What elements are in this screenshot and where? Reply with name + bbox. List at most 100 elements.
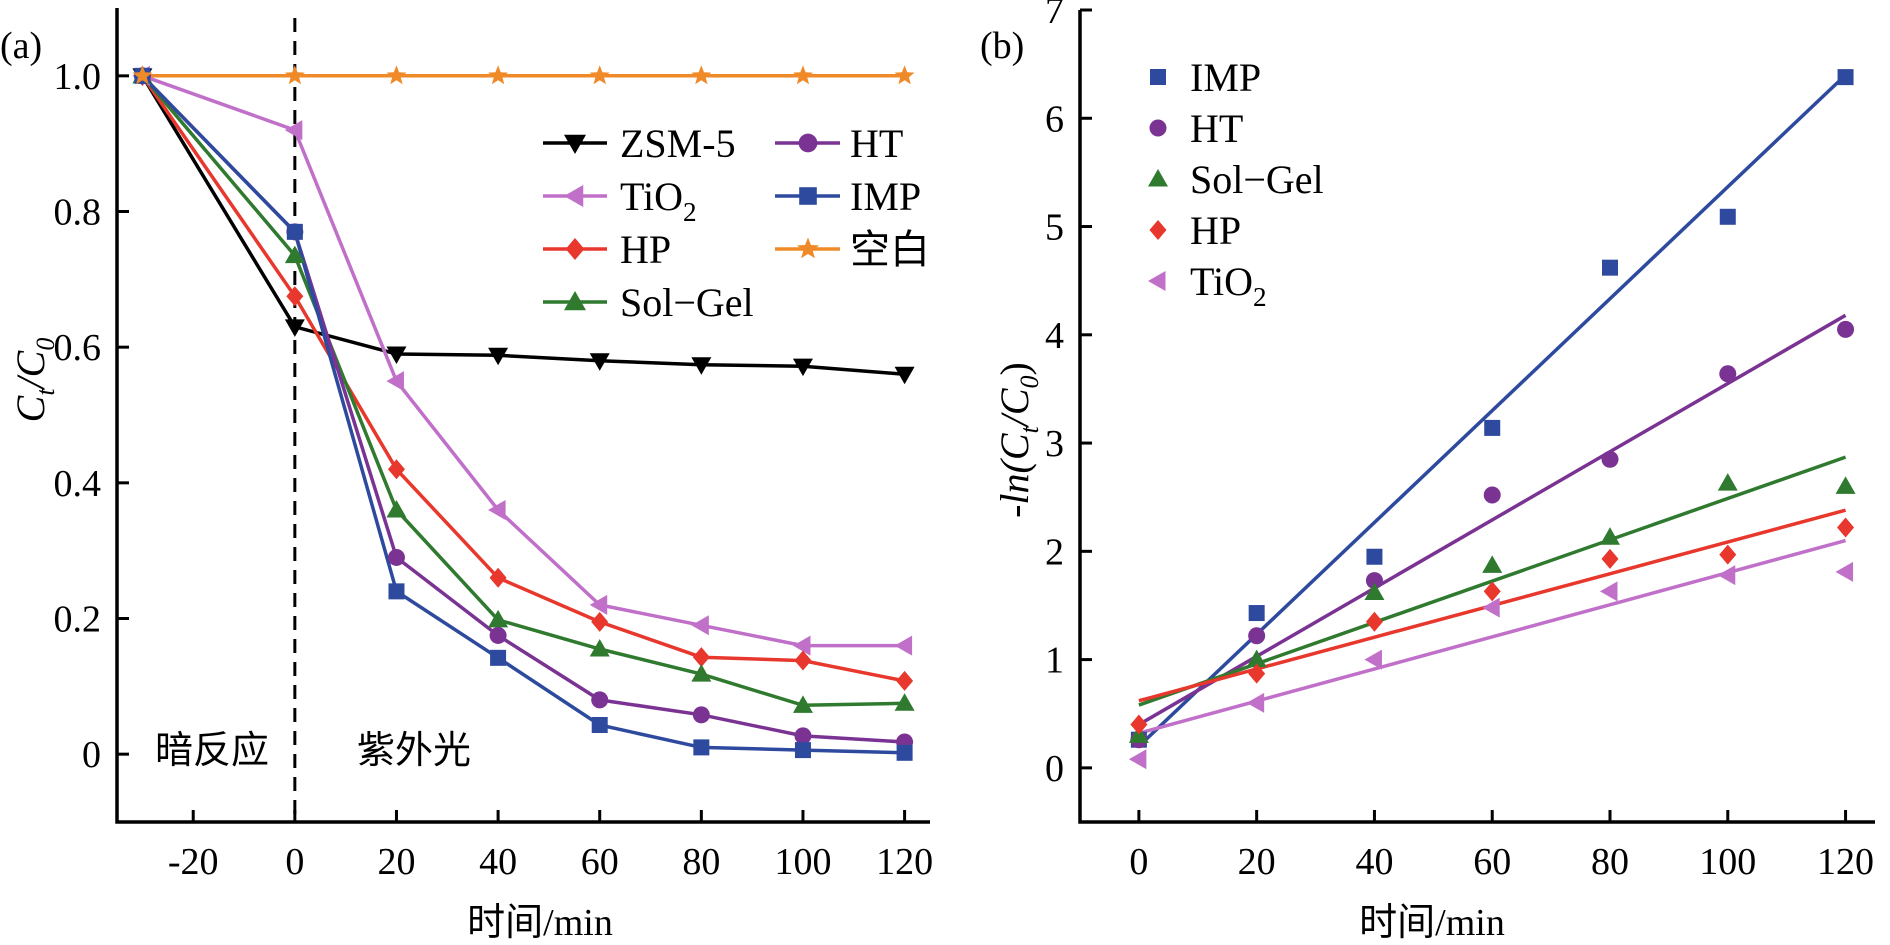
data-point-IMP — [693, 739, 710, 756]
data-point-HP — [794, 650, 812, 671]
b-y-tick-label: 3 — [1045, 423, 1064, 465]
a-x-tick-label: 120 — [876, 841, 933, 883]
data-point-HP — [1130, 714, 1148, 735]
data-point-Sol−Gel — [386, 499, 407, 518]
data-point-HT — [794, 727, 812, 745]
legend-marker-Sol−Gel — [1148, 169, 1168, 187]
data-point-HP — [1365, 611, 1383, 632]
b-y-tick-label: 6 — [1045, 98, 1064, 140]
a-y-tick-label: 0.6 — [54, 327, 102, 369]
legend-marker-IMP — [1150, 69, 1166, 85]
a-x-tick-label: 40 — [479, 841, 517, 883]
legend-marker-TiO — [564, 185, 584, 207]
chart-panel-b: (b) 时间/min -ln(Ct/C0) 0 20 40 60 80 100 120 0 1 2… — [980, 0, 1875, 944]
data-point-Sol−Gel — [894, 693, 915, 711]
data-point-IMP — [1602, 259, 1618, 276]
legend-marker-Sol−Gel — [564, 291, 586, 311]
y-axis-label-b: -ln(Ct/C0) — [992, 362, 1044, 518]
data-point-TiO — [1717, 565, 1736, 586]
legend-label-ZSM-5: ZSM-5 — [620, 121, 736, 166]
data-point-ZSM-5 — [691, 357, 712, 375]
data-point-HT — [591, 691, 609, 709]
panel-label-b: (b) — [980, 25, 1024, 67]
a-x-tick-label: 20 — [377, 841, 415, 883]
data-point-IMP — [490, 649, 507, 666]
data-point-TiO — [894, 635, 913, 656]
fit-line-HT — [1138, 313, 1847, 727]
a-x-tick-label: 80 — [682, 841, 720, 883]
panel-label-a: (a) — [0, 25, 42, 67]
b-y-tick-label: 1 — [1045, 640, 1064, 682]
legend-label-HP: HP — [1190, 208, 1241, 253]
data-point-HP — [387, 459, 405, 480]
b-x-tick-label: 120 — [1817, 841, 1874, 883]
data-point-HT — [1837, 320, 1855, 338]
data-point-TiO — [1246, 692, 1265, 713]
series-line-TiO — [141, 74, 905, 648]
data-point-Sol−Gel — [691, 664, 712, 682]
data-point-HT — [1601, 450, 1619, 468]
series-line-IMP — [141, 74, 905, 755]
data-point-Sol−Gel — [1482, 555, 1503, 573]
data-point-TiO — [1600, 581, 1618, 602]
b-x-tick-label: 100 — [1699, 841, 1756, 883]
b-x-tick-label: 40 — [1355, 841, 1393, 883]
data-point-空白 — [488, 65, 509, 85]
data-point-HP — [489, 567, 507, 588]
x-axis-label-b: 时间/min — [1359, 902, 1505, 944]
legend-label-Sol−Gel: Sol−Gel — [1190, 157, 1324, 202]
a-x-tick-label: 0 — [285, 841, 304, 883]
legend-label-IMP: IMP — [1190, 55, 1261, 100]
b-y-tick-label: 2 — [1045, 531, 1064, 573]
data-point-HP — [692, 647, 710, 668]
data-point-IMP — [1837, 69, 1854, 86]
legend-label-空白: 空白 — [850, 227, 930, 272]
legend-marker-IMP — [799, 187, 817, 205]
data-point-HT — [1483, 486, 1501, 504]
b-y-tick-label: 7 — [1045, 0, 1064, 32]
legend-a: ZSM-5 HT TiO2 IMP HP 空白 Sol−Gel — [543, 121, 930, 325]
data-point-HP — [1483, 581, 1501, 602]
data-point-IMP — [388, 583, 405, 600]
data-point-HP — [1601, 548, 1619, 569]
data-point-IMP — [896, 744, 913, 761]
data-point-空白 — [894, 65, 915, 85]
b-y-tick-label: 4 — [1045, 315, 1064, 357]
data-point-IMP — [794, 742, 811, 759]
a-x-tick-label: -20 — [168, 841, 219, 883]
legend-b: IMP HT Sol−Gel HP TiO2 — [1148, 55, 1324, 312]
data-point-IMP — [1719, 208, 1736, 225]
data-point-Sol−Gel — [1600, 527, 1620, 545]
data-point-ZSM-5 — [792, 358, 813, 377]
series-line-HP — [140, 74, 905, 683]
legend-marker-HT — [798, 133, 818, 153]
data-point-HT — [692, 706, 710, 724]
data-point-HP — [896, 670, 914, 691]
a-y-tick-label: 1.0 — [54, 56, 102, 98]
a-y-tick-label: 0.2 — [54, 599, 102, 641]
legend-marker-HT — [1149, 119, 1167, 137]
data-point-TiO — [1364, 649, 1382, 670]
data-point-空白 — [132, 65, 153, 85]
annotation-dark-reaction: 暗反应 — [155, 730, 269, 772]
b-x-tick-label: 0 — [1129, 841, 1148, 883]
legend-marker-HP — [565, 238, 585, 260]
b-x-tick-label: 80 — [1591, 841, 1629, 883]
data-point-Sol−Gel — [1717, 473, 1738, 491]
annotation-uv-light: 紫外光 — [357, 730, 471, 772]
legend-label-HP: HP — [620, 227, 671, 272]
b-y-tick-label: 0 — [1045, 748, 1064, 790]
data-point-TiO — [691, 615, 709, 636]
data-point-IMP — [286, 223, 303, 240]
data-point-TiO — [1482, 597, 1500, 618]
plot-area-a: -20 0 20 40 60 80 100 120 0 0.2 0.4 0.6 0.8 1.0 — [54, 8, 933, 883]
data-point-TiO — [1835, 561, 1854, 582]
x-axis-label-a: 时间/min — [467, 902, 613, 944]
data-point-ZSM-5 — [284, 319, 305, 337]
b-x-tick-label: 20 — [1238, 841, 1276, 883]
data-point-TiO — [792, 635, 811, 656]
a-axes — [115, 8, 930, 824]
data-point-TiO — [284, 120, 303, 141]
b-x-tick-label: 60 — [1473, 841, 1511, 883]
data-point-空白 — [589, 65, 610, 85]
